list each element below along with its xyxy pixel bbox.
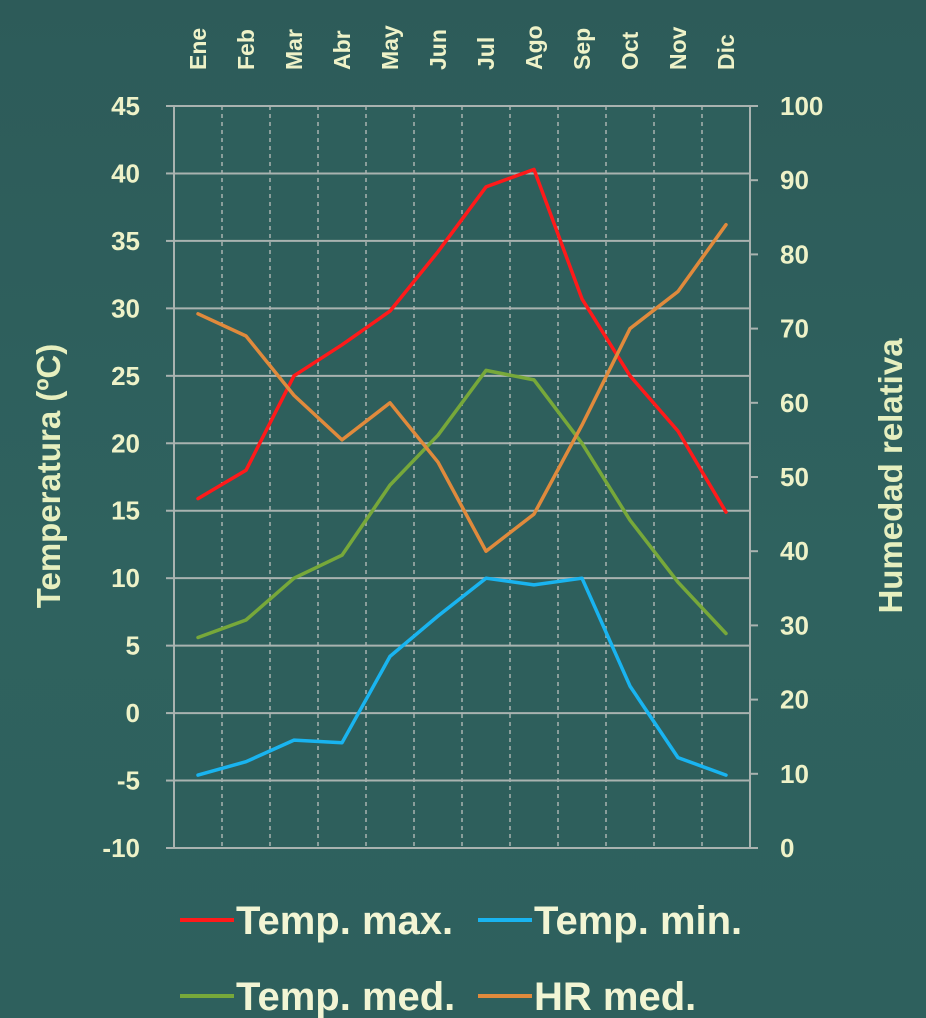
series-lines bbox=[196, 167, 728, 777]
left-tick-label: -5 bbox=[117, 766, 140, 796]
month-label: Oct bbox=[617, 31, 643, 70]
right-tick-label: 30 bbox=[780, 610, 809, 640]
right-tick-label: 60 bbox=[780, 388, 809, 418]
legend-label-temp-min: Temp. min. bbox=[534, 899, 742, 943]
month-label: Feb bbox=[233, 29, 259, 70]
right-tick-label: 100 bbox=[780, 91, 823, 121]
left-tick-label: -10 bbox=[102, 833, 140, 863]
grid-lines bbox=[166, 105, 758, 849]
month-label: Ene bbox=[185, 28, 211, 70]
left-axis-title: Temperatura (ºC) bbox=[30, 344, 67, 608]
right-tick-label: 0 bbox=[780, 833, 794, 863]
legend-label-hr-med: HR med. bbox=[534, 975, 696, 1018]
month-label: Jul bbox=[473, 37, 499, 70]
series-line-temp-min bbox=[196, 576, 728, 777]
x-axis-month-labels: Ene Feb Mar Abr May Jun Jul Ago Sep Oct Nov Dic bbox=[185, 25, 739, 70]
left-tick-label: 25 bbox=[111, 361, 140, 391]
left-tick-label: 35 bbox=[111, 226, 140, 256]
series-line-temp-max bbox=[196, 167, 728, 514]
right-axis-title: Humedad relativa bbox=[872, 338, 909, 614]
right-tick-label: 20 bbox=[780, 685, 809, 715]
legend-label-temp-med: Temp. med. bbox=[236, 975, 455, 1018]
left-axis-tick-labels: 45 40 35 30 25 20 15 10 5 0 -5 -10 bbox=[102, 91, 140, 863]
legend-label-temp-max: Temp. max. bbox=[236, 899, 453, 943]
left-tick-label: 20 bbox=[111, 428, 140, 458]
right-tick-label: 90 bbox=[780, 165, 809, 195]
series-line-temp-med bbox=[196, 368, 728, 640]
right-tick-label: 50 bbox=[780, 462, 809, 492]
right-tick-label: 70 bbox=[780, 314, 809, 344]
month-label: Jun bbox=[425, 29, 451, 70]
right-tick-label: 40 bbox=[780, 536, 809, 566]
left-tick-label: 15 bbox=[111, 496, 140, 526]
right-tick-label: 80 bbox=[780, 239, 809, 269]
month-label: May bbox=[377, 25, 403, 70]
left-tick-label: 30 bbox=[111, 293, 140, 323]
month-label: Nov bbox=[665, 26, 691, 70]
left-tick-label: 45 bbox=[111, 91, 140, 121]
month-label: Abr bbox=[329, 30, 355, 70]
right-tick-label: 10 bbox=[780, 759, 809, 789]
left-tick-label: 5 bbox=[126, 631, 140, 661]
month-label: Dic bbox=[713, 34, 739, 70]
series-line-hr-med bbox=[196, 222, 728, 553]
left-tick-label: 10 bbox=[111, 563, 140, 593]
month-label: Sep bbox=[569, 28, 595, 70]
left-tick-label: 0 bbox=[126, 698, 140, 728]
month-label: Mar bbox=[281, 29, 307, 70]
month-label: Ago bbox=[521, 25, 547, 70]
legend: Temp. max. Temp. min. Temp. med. HR med. bbox=[180, 899, 742, 1018]
left-tick-label: 40 bbox=[111, 158, 140, 188]
